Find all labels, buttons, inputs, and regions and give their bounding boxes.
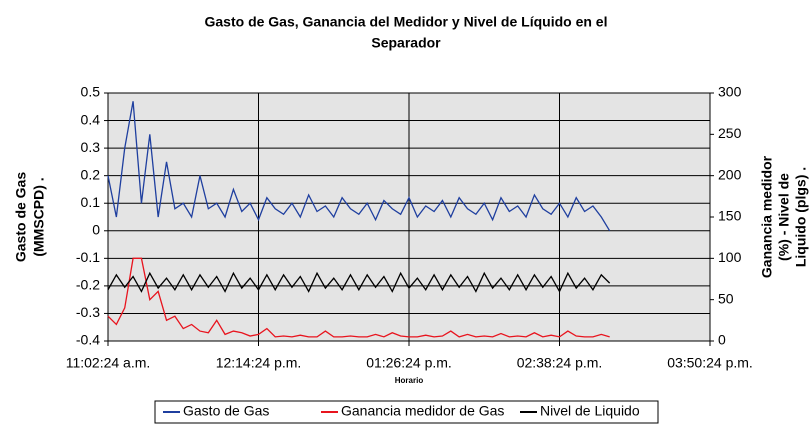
legend (154, 400, 659, 424)
legend-label: Gasto de Gas (183, 403, 269, 419)
series-line (107, 257, 610, 338)
y-tick-label: -0.4 (76, 332, 100, 348)
series-line (107, 101, 611, 232)
y2-tick-label: 300 (718, 84, 742, 100)
y-tick-label: 0.3 (81, 139, 101, 155)
x-tick-label: 11:02:24 a.m. (66, 355, 151, 371)
y2-axis-label: (%) - Nivel de (776, 173, 792, 261)
y-tick-label: 0.5 (81, 84, 101, 100)
y-tick-label: 0.4 (81, 111, 101, 127)
y2-tick-label: 0 (718, 332, 726, 348)
x-tick-label: 02:38:24 p.m. (517, 355, 603, 371)
y-tick-label: -0.1 (76, 249, 100, 265)
y-tick-label: 0.2 (81, 166, 101, 182)
y2-axis-label: Ganancia medidor (759, 155, 775, 278)
y-tick-label: 0.1 (81, 194, 101, 210)
y2-tick-label: 200 (718, 166, 742, 182)
y2-tick-label: 100 (718, 249, 742, 265)
chart-title: Separador (371, 35, 441, 51)
y-tick-label: -0.3 (76, 304, 100, 320)
x-tick-label: 03:50:24 p.m. (667, 355, 753, 371)
series-line (107, 271, 611, 293)
y2-tick-label: 50 (718, 290, 734, 306)
legend-label: Nivel de Liquido (540, 403, 640, 419)
x-tick-label: 12:14:24 p.m. (216, 355, 302, 371)
y-axis-label: Gasto de Gas (13, 172, 29, 262)
y-axis-label: (MMSCPD) . (31, 177, 47, 256)
y-tick-label: 0 (92, 221, 100, 237)
y2-tick-label: 250 (718, 125, 742, 141)
y2-tick-label: 150 (718, 208, 742, 224)
y2-axis-label: Liquido (plgs) . (793, 167, 809, 267)
legend-label: Ganancia medidor de Gas (341, 403, 504, 419)
y-tick-label: -0.2 (76, 277, 100, 293)
x-tick-label: 01:26:24 p.m. (366, 355, 452, 371)
chart-title: Gasto de Gas, Ganancia del Medidor y Niv… (205, 14, 608, 30)
x-axis-label: Horario (395, 376, 424, 385)
